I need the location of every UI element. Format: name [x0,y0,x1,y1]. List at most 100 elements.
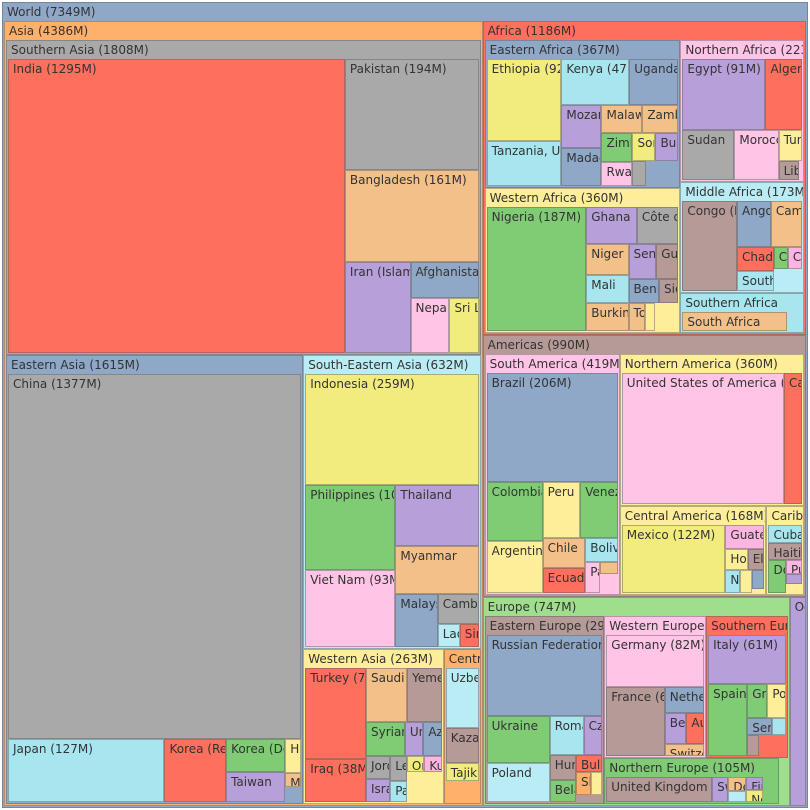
treemap-tile-ireland[interactable] [728,790,747,802]
treemap-tile-viet-nam[interactable]: Viet Nam (93M) [305,570,396,648]
treemap-tile-united-kingdom[interactable]: United Kingdom [606,777,713,802]
treemap-tile-cameroon[interactable]: Cameroon [770,201,802,248]
treemap-tile-congo-democratic-republic-of-the[interactable]: Congo (Democratic Republic of the) [682,201,737,291]
treemap-tile-congo[interactable]: Congo [773,247,788,270]
treemap-tile-panama[interactable] [752,569,765,589]
treemap-tile-hong-kong[interactable]: Hong Kong [285,738,302,773]
treemap-tile-chile[interactable]: Chile [542,538,586,568]
treemap-tile-niger[interactable]: Niger (20M) [586,243,629,275]
treemap-tile-venezuela[interactable]: Venezuela (31M) [580,481,618,539]
treemap-tile-bangladesh[interactable]: Bangladesh (161M) [344,169,479,262]
treemap-tile-japan[interactable]: Japan (127M) [8,738,165,802]
treemap-tile-lao-people-s-democratic-republic[interactable]: Lao People's Democratic Republic [437,623,460,648]
treemap-tile-norway[interactable]: Norway [746,789,763,802]
treemap-tile-korea-republic-of[interactable]: Korea (Republic of) [164,738,227,802]
treemap-tile-syrian-arab-republic[interactable]: Syrian Arab Republic [365,722,405,757]
treemap-tile-guinea[interactable]: Guinea [656,243,679,280]
treemap-tile-china[interactable]: China (1377M) [8,373,302,739]
treemap-tile-colombia[interactable]: Colombia (48M) [486,481,543,541]
treemap-tile-cambodia[interactable]: Cambodia [437,594,479,624]
treemap-tile-thailand[interactable]: Thailand [395,485,479,547]
treemap-tile-uruguay[interactable] [600,561,618,574]
treemap-tile-el-salvador[interactable]: El Salvador [747,549,765,570]
treemap-tile-egypt[interactable]: Egypt (91M) [682,59,766,131]
treemap-tile-chad[interactable]: Chad (14M) [737,247,774,271]
treemap-tile-mozambique[interactable]: Mozambique [561,104,602,148]
treemap-tile-indonesia[interactable]: Indonesia (259M) [305,373,479,486]
treemap-tile-south-africa[interactable]: South Africa [682,311,787,332]
treemap-tile-tunisia[interactable]: Tunisia [778,130,802,161]
treemap-tile-poland[interactable]: Poland [486,762,550,802]
treemap-tile-argentina[interactable]: Argentina [486,540,543,594]
treemap-tile-bosnia-and-herzegovina[interactable] [747,735,760,757]
treemap-tile-libya[interactable]: Libya [778,160,799,181]
treemap-tile-azerbaijan[interactable]: Azerbaijan [423,722,442,757]
treemap-tile-ukraine[interactable]: Ukraine [486,716,550,763]
treemap-tile-mexico[interactable]: Mexico (122M) [621,525,726,594]
treemap-tile-greece[interactable]: Greece [747,684,768,718]
treemap-tile-canada[interactable]: Canada (36M) [783,373,802,505]
treemap-tile-zimbabwe[interactable]: Zimbabwe [601,132,633,163]
treemap-tile-algeria[interactable]: Algeria [765,59,802,131]
treemap-tile-oman[interactable]: Oman [406,756,425,773]
treemap-tile-uganda[interactable]: Uganda (34M) [629,59,679,105]
treemap-tile-yemen[interactable]: Yemen [407,668,442,723]
treemap-tile-puerto-rico[interactable]: Puerto Rico [786,560,802,574]
treemap-tile-france[interactable]: France (67M) [606,686,665,757]
treemap-tile-peru[interactable]: Peru (31M) [542,481,581,539]
treemap-tile-turkey[interactable]: Turkey (79M) [305,668,366,759]
treemap-tile-tanzania-united-republic-of[interactable]: Tanzania, United Republic of [486,140,562,186]
treemap-tile-eritrea[interactable] [632,161,646,186]
treemap-tile-rwanda[interactable]: Rwanda [601,162,633,187]
treemap-tile-belgium[interactable]: Belgium [664,712,687,744]
treemap-tile-paraguay[interactable]: Paraguay [585,561,601,594]
treemap-tile-india[interactable]: India (1295M) [8,59,345,353]
treemap-tile-germany[interactable]: Germany (82M) [606,635,705,687]
treemap-tile-tajikistan[interactable]: Tajikistan [445,763,479,781]
treemap-tile-slovakia[interactable]: Slovakia [576,772,591,795]
treemap-tile-senegal[interactable]: Senegal [628,243,657,280]
treemap-tile-bulgaria[interactable]: Bulgaria [576,754,603,773]
treemap-tile-jamaica[interactable] [786,573,802,584]
treemap-tile-uzbekistan[interactable]: Uzbekistan [445,668,479,729]
treemap-tile-angola[interactable]: Angola [737,201,771,248]
treemap-tile-switzerland[interactable]: Switzerland [664,743,705,757]
treemap-tile-zambia[interactable]: Zambia [642,104,679,133]
treemap-tile-mongolia[interactable]: Mongolia [285,772,302,788]
treemap-tile-myanmar[interactable]: Myanmar [395,546,479,595]
treemap-tile-mali[interactable]: Mali [586,274,629,304]
treemap-tile-taiwan[interactable]: Taiwan [226,771,286,802]
treemap-tile-portugal[interactable]: Portugal [767,684,786,718]
treemap-tile-hungary[interactable]: Hungary [549,754,577,780]
treemap-tile-palestine[interactable]: Palestine [390,781,407,802]
treemap-tile-sierra-leone[interactable]: Sierra Leone [659,279,679,304]
treemap-tile-oceania[interactable]: Oceania (40M) [789,597,806,806]
treemap-tile-iraq[interactable]: Iraq (38M) [305,758,366,802]
treemap-tile-central-african-republic[interactable]: Central African Republic [787,247,802,270]
treemap-tile-singapore[interactable]: Singapore [459,623,479,648]
treemap-tile-kazakhstan[interactable]: Kazakhstan [445,728,479,764]
treemap-tile-nepal[interactable]: Nepal [410,297,450,353]
treemap-tile-korea-democratic-people-s-republic-of[interactable]: Korea (Democratic People's Republic of) [226,738,286,772]
treemap-tile-burkina-faso[interactable]: Burkina Faso [586,303,629,332]
treemap-tile-austria[interactable]: Austria [686,712,705,744]
treemap-tile-russian-federation[interactable]: Russian Federation [486,635,603,717]
treemap-tile-belarus[interactable]: Belarus [549,779,577,802]
treemap-tile-haiti[interactable]: Haiti [768,542,802,561]
treemap-tile-romania[interactable]: Romania [549,716,584,755]
treemap-tile-netherlands[interactable]: Netherlands [664,686,705,713]
treemap-tile-afghanistan[interactable]: Afghanistan [410,261,479,298]
treemap-tile-sri-lanka[interactable]: Sri Lanka [449,297,479,353]
treemap-tile-denmark[interactable]: Denmark [728,777,747,791]
treemap-tile-madagascar[interactable]: Madagascar [561,147,602,186]
treemap-tile-moldova[interactable] [590,772,603,795]
treemap-tile-pakistan[interactable]: Pakistan (194M) [344,59,479,170]
treemap-tile-liberia[interactable] [645,303,655,332]
treemap-tile-brazil[interactable]: Brazil (206M) [486,373,618,482]
treemap-tile-jordan[interactable]: Jordan [365,756,391,780]
treemap-tile-bolivia[interactable]: Bolivia [585,538,618,562]
treemap-tile-dominican-republic[interactable]: Dominican Republic [768,560,787,594]
treemap-tile-saudi-arabia[interactable]: Saudi Arabia [365,668,408,723]
treemap-tile-togo[interactable]: Togo [628,303,646,332]
treemap-tile-italy[interactable]: Italy (61M) [708,635,786,684]
